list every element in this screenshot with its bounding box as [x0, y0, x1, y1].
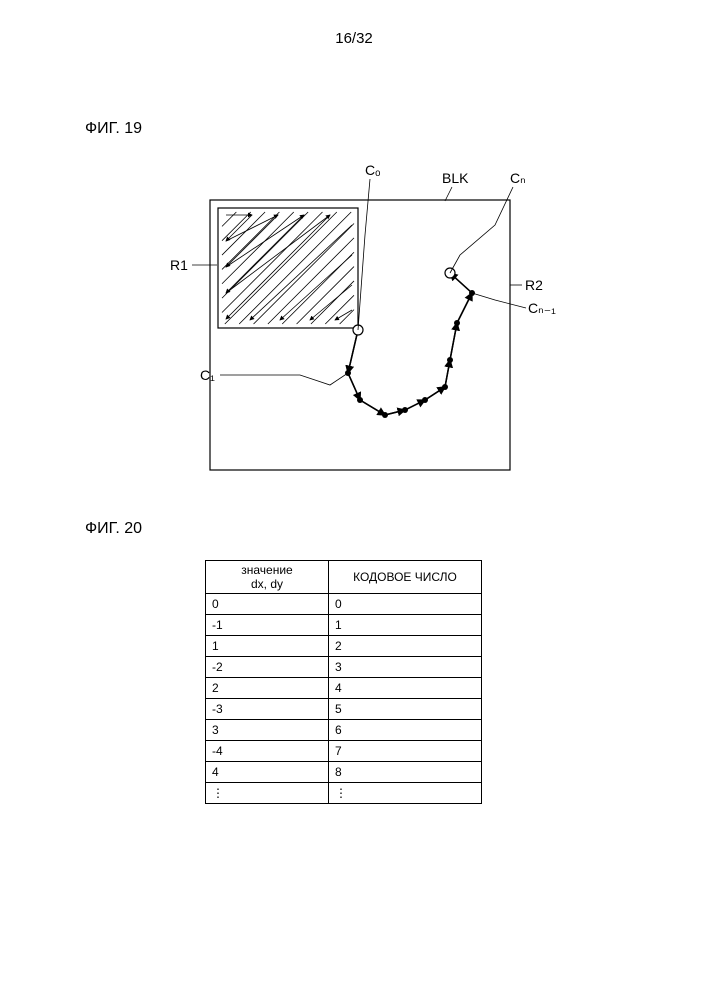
scan-arrow — [280, 255, 352, 320]
hatch-line — [268, 238, 354, 324]
fig20-header-value: значениеdx, dy — [206, 561, 329, 594]
table-row: -11 — [206, 615, 482, 636]
table-row: -35 — [206, 699, 482, 720]
hatch-line — [297, 267, 354, 324]
contour-node — [422, 397, 428, 403]
table-cell: 0 — [206, 594, 329, 615]
table-cell: -4 — [206, 741, 329, 762]
hatch-line — [222, 212, 294, 284]
label-CN: Cₙ — [510, 170, 526, 186]
table-cell: 0 — [329, 594, 482, 615]
contour-segment — [445, 360, 450, 387]
table-cell: ⋮ — [206, 783, 329, 804]
label-BLK: BLK — [442, 170, 469, 186]
table-cell: 3 — [206, 720, 329, 741]
table-row: 24 — [206, 678, 482, 699]
fig19-diagram: BLK Cₒ Cₙ R1 R2 Cₙ₋₁ C₁ — [150, 165, 570, 495]
fig20-label: ФИГ. 20 — [85, 520, 142, 538]
contour-segment — [405, 400, 425, 410]
contour-segment — [385, 410, 405, 415]
leader-BLK — [445, 187, 452, 201]
table-row: -23 — [206, 657, 482, 678]
table-row: 36 — [206, 720, 482, 741]
hatch-line — [222, 212, 265, 255]
contour-node — [469, 290, 475, 296]
table-cell: 3 — [329, 657, 482, 678]
table-cell: -3 — [206, 699, 329, 720]
table-cell: 2 — [329, 636, 482, 657]
hatch-line — [325, 295, 354, 324]
table-cell: 4 — [329, 678, 482, 699]
fig20-table: значениеdx, dy КОДОВОЕ ЧИСЛО 00-1112-232… — [205, 560, 482, 804]
table-row: ⋮⋮ — [206, 783, 482, 804]
leader-C0 — [358, 179, 370, 330]
hatch-line — [222, 212, 279, 269]
contour-node — [382, 412, 388, 418]
table-cell: 6 — [329, 720, 482, 741]
contour-segment — [457, 293, 472, 323]
contour-segment — [348, 330, 358, 373]
label-R1: R1 — [170, 257, 188, 273]
table-cell: -2 — [206, 657, 329, 678]
scan-arrow — [226, 215, 330, 319]
hatch-line — [222, 212, 308, 298]
contour-segment — [360, 400, 385, 415]
table-cell: 4 — [206, 762, 329, 783]
contour-node — [442, 384, 448, 390]
label-R2: R2 — [525, 277, 543, 293]
contour-node — [402, 407, 408, 413]
table-cell: 1 — [206, 636, 329, 657]
table-cell: 7 — [329, 741, 482, 762]
contour-node — [447, 357, 453, 363]
table-cell: 2 — [206, 678, 329, 699]
contour-segment — [348, 373, 360, 400]
table-cell: 5 — [329, 699, 482, 720]
label-CN1: Cₙ₋₁ — [528, 300, 556, 316]
contour-node — [357, 397, 363, 403]
scan-arrow — [226, 215, 330, 293]
table-cell: 8 — [329, 762, 482, 783]
label-C1: C₁ — [200, 367, 215, 383]
table-row: 48 — [206, 762, 482, 783]
contour-node — [454, 320, 460, 326]
leader-CN1 — [472, 293, 526, 308]
label-C0: Cₒ — [365, 165, 380, 178]
hatch-line — [239, 212, 351, 324]
table-row: 12 — [206, 636, 482, 657]
table-cell: 1 — [329, 615, 482, 636]
page-number: 16/32 — [335, 30, 373, 47]
hatch-line — [222, 212, 322, 312]
table-cell: -1 — [206, 615, 329, 636]
scan-arrow — [226, 215, 278, 267]
leader-C1 — [220, 373, 348, 385]
hatch-line — [340, 310, 354, 324]
fig20-header-code: КОДОВОЕ ЧИСЛО — [329, 561, 482, 594]
contour-segment — [450, 323, 457, 360]
scan-arrow — [226, 215, 304, 267]
hatch-line — [311, 281, 354, 324]
contour-segment — [425, 387, 445, 400]
table-cell: ⋮ — [329, 783, 482, 804]
table-row: 00 — [206, 594, 482, 615]
hatch-line — [222, 212, 236, 226]
hatch-line — [222, 212, 251, 241]
table-row: -47 — [206, 741, 482, 762]
fig19-label: ФИГ. 19 — [85, 120, 142, 138]
hatch-line — [225, 212, 337, 324]
